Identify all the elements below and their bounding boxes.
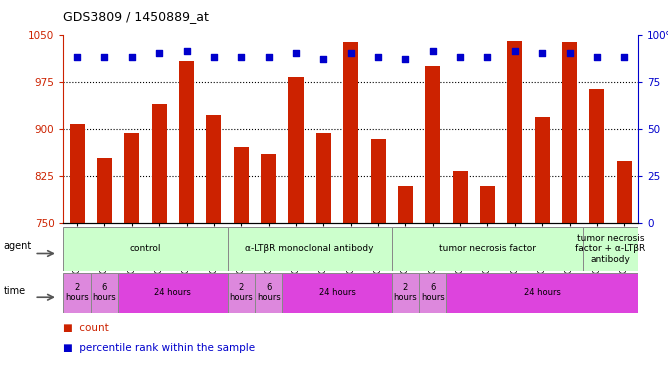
Bar — [316, 133, 331, 223]
Bar — [371, 139, 385, 223]
Point — [181, 48, 192, 55]
Text: ■  count: ■ count — [63, 323, 109, 333]
Point — [564, 50, 575, 56]
Point — [592, 54, 603, 60]
Bar — [152, 104, 167, 223]
Point — [537, 50, 548, 56]
Text: 2
hours: 2 hours — [65, 283, 89, 303]
Bar — [255, 273, 283, 313]
Bar — [398, 186, 413, 223]
Point — [291, 50, 301, 56]
Point — [510, 48, 520, 55]
Bar — [419, 273, 446, 313]
Point — [318, 56, 329, 62]
Point — [263, 54, 274, 60]
Bar — [97, 158, 112, 223]
Text: tumor necrosis factor: tumor necrosis factor — [439, 244, 536, 253]
Point — [455, 54, 466, 60]
Text: α-LTβR monoclonal antibody: α-LTβR monoclonal antibody — [245, 244, 374, 253]
Bar — [228, 227, 391, 271]
Point — [71, 54, 82, 60]
Bar — [228, 273, 255, 313]
Bar — [234, 147, 248, 223]
Bar — [507, 41, 522, 223]
Bar — [91, 273, 118, 313]
Bar — [617, 161, 632, 223]
Bar — [480, 186, 495, 223]
Text: 24 hours: 24 hours — [319, 288, 355, 297]
Bar — [343, 42, 358, 223]
Bar — [261, 154, 276, 223]
Point — [126, 54, 137, 60]
Text: 24 hours: 24 hours — [154, 288, 191, 297]
Text: GDS3809 / 1450889_at: GDS3809 / 1450889_at — [63, 10, 209, 23]
Point — [345, 50, 356, 56]
Bar — [63, 227, 228, 271]
Point — [373, 54, 383, 60]
Bar — [534, 118, 550, 223]
Text: control: control — [130, 244, 161, 253]
Point — [236, 54, 246, 60]
Bar — [206, 115, 221, 223]
Bar — [446, 273, 638, 313]
Point — [428, 48, 438, 55]
Point — [99, 54, 110, 60]
Bar — [69, 124, 85, 223]
Text: tumor necrosis
factor + α-LTβR
antibody: tumor necrosis factor + α-LTβR antibody — [575, 234, 646, 263]
Bar — [63, 273, 91, 313]
Point — [400, 56, 411, 62]
Bar — [391, 227, 583, 271]
Bar — [118, 273, 228, 313]
Bar — [589, 89, 605, 223]
Text: 2
hours: 2 hours — [229, 283, 253, 303]
Bar — [283, 273, 391, 313]
Point — [154, 50, 164, 56]
Point — [208, 54, 219, 60]
Bar — [391, 273, 419, 313]
Bar — [179, 61, 194, 223]
Bar — [124, 133, 140, 223]
Bar — [289, 76, 303, 223]
Text: 6
hours: 6 hours — [421, 283, 445, 303]
Point — [482, 54, 493, 60]
Text: 2
hours: 2 hours — [393, 283, 418, 303]
Text: ■  percentile rank within the sample: ■ percentile rank within the sample — [63, 343, 256, 353]
Bar — [583, 227, 638, 271]
Text: 6
hours: 6 hours — [93, 283, 116, 303]
Text: agent: agent — [3, 242, 31, 252]
Text: 24 hours: 24 hours — [524, 288, 560, 297]
Point — [619, 54, 630, 60]
Bar — [562, 42, 577, 223]
Text: 6
hours: 6 hours — [257, 283, 281, 303]
Bar — [426, 66, 440, 223]
Text: time: time — [3, 286, 25, 296]
Bar — [453, 170, 468, 223]
